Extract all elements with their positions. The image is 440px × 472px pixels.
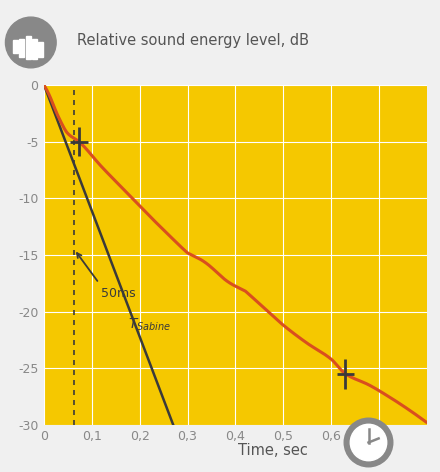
Circle shape [344,418,393,467]
Text: $T_{Sabine}$: $T_{Sabine}$ [128,317,171,333]
Text: 50ms: 50ms [102,287,136,300]
Text: Time, sec: Time, sec [238,443,308,458]
Bar [32,39,37,59]
Bar [26,35,30,59]
Bar [38,42,43,57]
Bar [13,40,18,53]
Bar [19,39,24,57]
Circle shape [5,17,56,68]
Text: Relative sound energy level, dB: Relative sound energy level, dB [77,33,309,48]
Circle shape [350,424,387,461]
